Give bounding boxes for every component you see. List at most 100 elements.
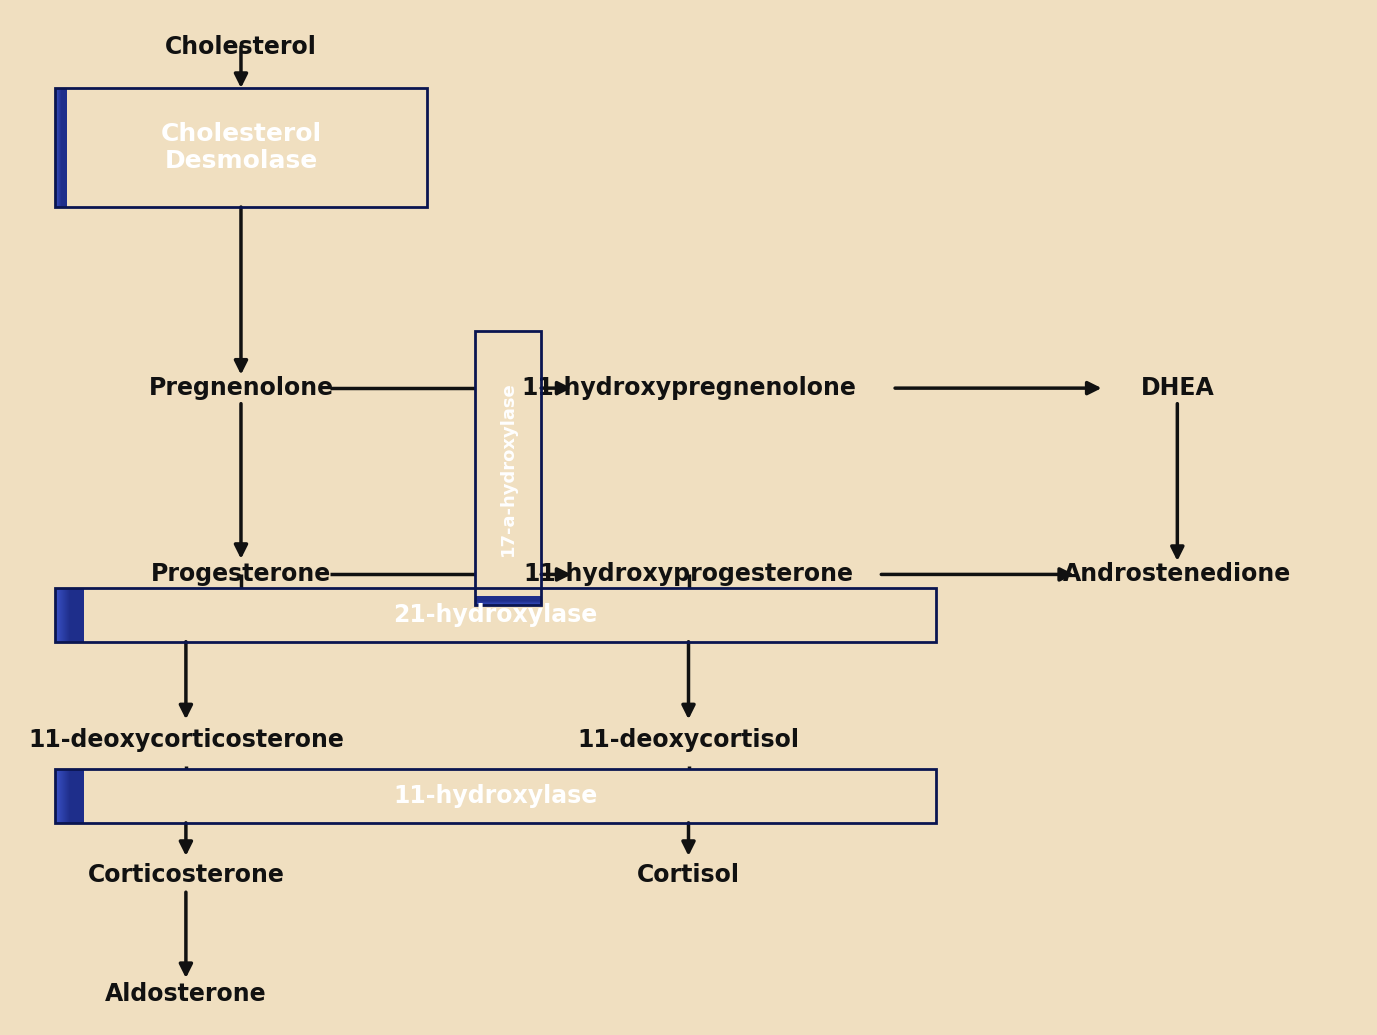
Bar — [61, 769, 76, 823]
Bar — [475, 600, 541, 604]
Bar — [66, 588, 81, 642]
Bar — [475, 597, 541, 602]
Bar — [56, 88, 62, 207]
Bar — [475, 600, 541, 604]
Bar — [475, 598, 541, 603]
Bar — [59, 88, 65, 207]
Bar — [69, 588, 84, 642]
Text: 17-a-hydroxylase: 17-a-hydroxylase — [498, 381, 518, 556]
Bar — [475, 597, 541, 602]
Bar — [63, 588, 78, 642]
Bar — [475, 598, 541, 602]
Bar — [61, 769, 76, 823]
Bar — [59, 588, 74, 642]
Bar — [56, 588, 72, 642]
Text: Corticosterone: Corticosterone — [88, 862, 284, 887]
Bar — [67, 769, 81, 823]
Bar — [61, 88, 66, 207]
Bar — [61, 88, 67, 207]
Bar — [55, 588, 70, 642]
Bar — [63, 769, 77, 823]
Bar — [56, 588, 72, 642]
Text: DHEA: DHEA — [1140, 376, 1215, 401]
Bar — [475, 597, 541, 601]
Bar — [56, 588, 72, 642]
Bar — [58, 769, 73, 823]
Bar — [65, 769, 80, 823]
Bar — [69, 588, 84, 642]
Bar — [58, 769, 73, 823]
Bar — [59, 88, 66, 207]
Bar — [475, 599, 541, 604]
Bar — [63, 769, 78, 823]
Bar — [475, 599, 541, 603]
Bar — [475, 598, 541, 602]
Bar — [56, 88, 63, 207]
Bar — [58, 88, 65, 207]
Bar — [475, 600, 541, 604]
Bar — [475, 599, 541, 603]
Bar — [56, 769, 70, 823]
Bar — [56, 88, 63, 207]
Bar — [58, 588, 72, 642]
Bar — [56, 88, 62, 207]
Bar — [67, 588, 83, 642]
Bar — [65, 769, 80, 823]
Bar — [55, 769, 70, 823]
Bar — [475, 600, 541, 605]
Bar — [56, 769, 72, 823]
Bar — [59, 88, 66, 207]
Bar — [63, 769, 77, 823]
Bar — [56, 88, 63, 207]
Bar — [61, 88, 66, 207]
Bar — [61, 769, 76, 823]
Bar — [61, 88, 67, 207]
Bar — [59, 588, 74, 642]
Text: Cortisol: Cortisol — [638, 862, 739, 887]
Bar — [475, 596, 541, 601]
Bar — [475, 598, 541, 602]
Bar — [61, 588, 76, 642]
Bar — [66, 769, 80, 823]
Bar — [69, 769, 83, 823]
Bar — [62, 769, 76, 823]
Text: Progesterone: Progesterone — [151, 562, 330, 587]
Bar — [475, 598, 541, 602]
Bar — [475, 597, 541, 601]
Bar — [475, 597, 541, 601]
Bar — [475, 599, 541, 604]
Bar — [62, 769, 77, 823]
Bar — [67, 588, 83, 642]
Bar — [58, 588, 72, 642]
Bar — [63, 769, 78, 823]
Bar — [58, 588, 73, 642]
Bar — [58, 769, 72, 823]
Bar — [61, 588, 74, 642]
Bar — [56, 588, 70, 642]
Bar — [58, 88, 63, 207]
Bar — [62, 769, 77, 823]
Bar — [63, 588, 77, 642]
Bar — [475, 597, 541, 601]
Bar — [475, 599, 541, 604]
Bar — [63, 588, 78, 642]
Bar — [475, 596, 541, 601]
Bar — [475, 599, 541, 603]
Bar — [67, 588, 83, 642]
Bar — [475, 596, 541, 601]
Bar — [475, 599, 541, 603]
Bar — [475, 600, 541, 604]
Bar — [56, 88, 62, 207]
Bar — [63, 769, 78, 823]
Bar — [55, 588, 936, 642]
Bar — [65, 769, 78, 823]
Text: Aldosterone: Aldosterone — [105, 981, 267, 1006]
Bar — [62, 588, 76, 642]
Bar — [69, 769, 84, 823]
Bar — [63, 769, 78, 823]
Bar — [61, 88, 66, 207]
Bar — [55, 769, 70, 823]
Bar — [65, 588, 78, 642]
Bar — [65, 588, 80, 642]
Bar — [67, 588, 83, 642]
